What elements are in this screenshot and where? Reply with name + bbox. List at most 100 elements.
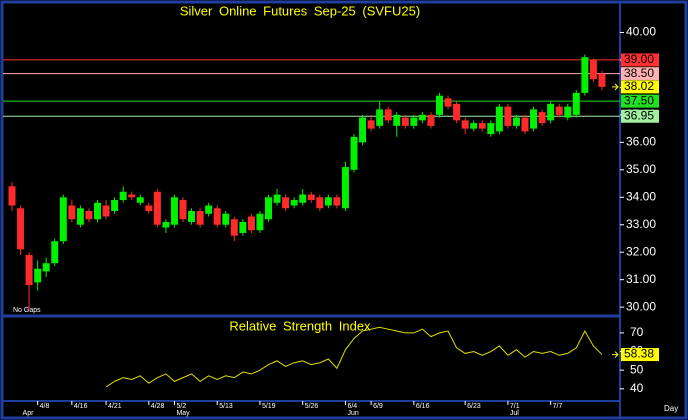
candle-body <box>547 103 555 121</box>
candle-body <box>572 92 580 115</box>
x-tick-label: 4/16 <box>74 403 88 410</box>
candle-body <box>427 114 435 126</box>
candle-body <box>299 194 307 203</box>
y-tick-label: 34.00 <box>626 189 656 203</box>
candle-body <box>59 197 67 242</box>
candle-body <box>359 117 367 143</box>
candle-body <box>145 205 153 211</box>
candle-body <box>213 208 221 225</box>
candle-body <box>119 191 127 201</box>
x-tick-label: 6/23 <box>467 403 481 410</box>
y-tick-label: 40.00 <box>626 25 656 39</box>
y-tick-label: 36.00 <box>626 135 656 149</box>
candle-body <box>153 191 161 225</box>
candle-body <box>17 208 25 250</box>
candle-body <box>581 57 589 93</box>
candle-body <box>316 197 324 209</box>
candle-body <box>307 194 315 201</box>
y-tick-label: 35.00 <box>626 162 656 176</box>
candle-body <box>76 208 84 225</box>
candle-body <box>188 211 196 222</box>
candle-body <box>461 120 469 129</box>
price-label-box <box>621 67 659 81</box>
value-label-box <box>621 348 659 362</box>
candle-body <box>444 98 452 107</box>
candle-body <box>230 219 238 236</box>
candle-body <box>290 200 298 206</box>
candle-body <box>179 200 187 220</box>
x-tick-label: 4/28 <box>151 403 165 410</box>
candle-body <box>598 73 606 87</box>
candle-body <box>401 117 409 126</box>
candle-body <box>247 216 255 231</box>
x-tick-label: 7/1 <box>510 403 520 410</box>
candle-body <box>341 167 349 209</box>
x-tick-label: 6/16 <box>416 403 430 410</box>
candle-body <box>239 221 247 233</box>
candle-body <box>530 109 538 129</box>
candle-body <box>94 202 101 220</box>
y-tick-label: 31.00 <box>626 272 656 286</box>
rsi-title: Relative Strength Index <box>229 318 371 333</box>
month-label: Jul <box>510 410 519 417</box>
price-label: 37.50 <box>624 93 654 107</box>
candle-body <box>418 114 426 121</box>
price-label-box <box>621 53 659 67</box>
candle-body <box>25 254 33 286</box>
x-tick-label: 5/2 <box>176 403 186 410</box>
month-label: May <box>176 410 190 417</box>
price-label-box <box>621 109 659 123</box>
candle-body <box>68 205 76 220</box>
x-tick-label: 5/26 <box>305 403 319 410</box>
month-label: Jun <box>347 410 358 417</box>
x-tick-label: 6/9 <box>373 403 383 410</box>
candle-body <box>393 114 401 126</box>
candle-body <box>555 106 563 115</box>
candle-body <box>136 197 144 203</box>
candle-body <box>8 186 16 206</box>
x-tick-label: 5/13 <box>219 403 233 410</box>
candle-body <box>111 200 119 211</box>
candle-body <box>273 194 281 203</box>
price-label-box <box>621 80 659 94</box>
price-label-box <box>621 94 659 108</box>
x-tick-label: 6/4 <box>347 403 357 410</box>
value-label: 58.38 <box>624 347 654 361</box>
y-tick-label: 50 <box>630 362 644 376</box>
price-label: 38.50 <box>624 66 654 80</box>
candle-body <box>384 109 392 121</box>
price-label: 39.00 <box>624 52 654 66</box>
y-tick-label: 30.00 <box>626 299 656 313</box>
chart-title: Silver Online Futures Sep-25 (SVFU25) <box>180 3 420 18</box>
candle-body <box>487 123 495 135</box>
candle-body <box>42 263 50 272</box>
candle-body <box>282 197 290 209</box>
x-tick-label: 7/7 <box>553 403 563 410</box>
candle-body <box>410 117 418 126</box>
y-tick-label: 32.00 <box>626 244 656 258</box>
x-tick-label: 5/19 <box>262 403 276 410</box>
candle-body <box>256 213 264 231</box>
candle-body <box>162 221 170 228</box>
candle-body <box>170 197 178 225</box>
candle-body <box>478 123 486 129</box>
value-arrow <box>612 351 619 358</box>
candle-body <box>350 136 358 170</box>
candle-body <box>205 205 213 214</box>
candle-body <box>222 213 230 225</box>
candle-body <box>376 109 384 126</box>
candle-body <box>265 197 272 220</box>
candle-body <box>538 112 546 124</box>
candle-body <box>436 95 443 115</box>
candle-body <box>521 117 529 132</box>
y-tick-label: 70 <box>630 325 644 339</box>
rsi-line <box>105 326 603 388</box>
candle-body <box>512 117 520 126</box>
note: No Gaps <box>13 307 41 314</box>
candle-body <box>470 123 478 129</box>
x-tick-label: 4/8 <box>40 403 50 410</box>
y-tick-label: 33.00 <box>626 217 656 231</box>
